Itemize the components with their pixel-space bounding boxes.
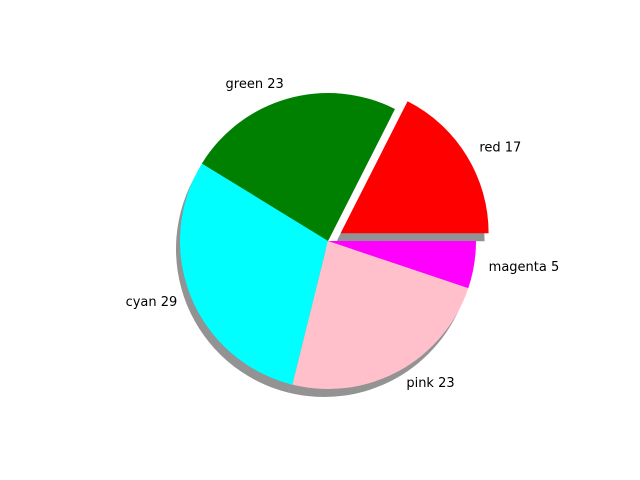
slice-label-red: red 17 <box>479 141 521 156</box>
slice-layer <box>179 92 489 390</box>
slice-label-magenta: magenta 5 <box>489 260 560 275</box>
slice-label-green: green 23 <box>226 77 284 92</box>
pie-slice-magenta <box>328 241 476 289</box>
label-layer: red 17 green 23 cyan 29 pink 23 magenta 5 <box>126 77 560 391</box>
pie-slice-red <box>340 101 489 234</box>
slice-label-cyan: cyan 29 <box>126 295 178 310</box>
pie-slice-cyan <box>179 163 328 385</box>
pie-slice-green <box>201 92 395 242</box>
slice-label-pink: pink 23 <box>406 376 454 391</box>
pie-slice-pink <box>292 241 469 390</box>
